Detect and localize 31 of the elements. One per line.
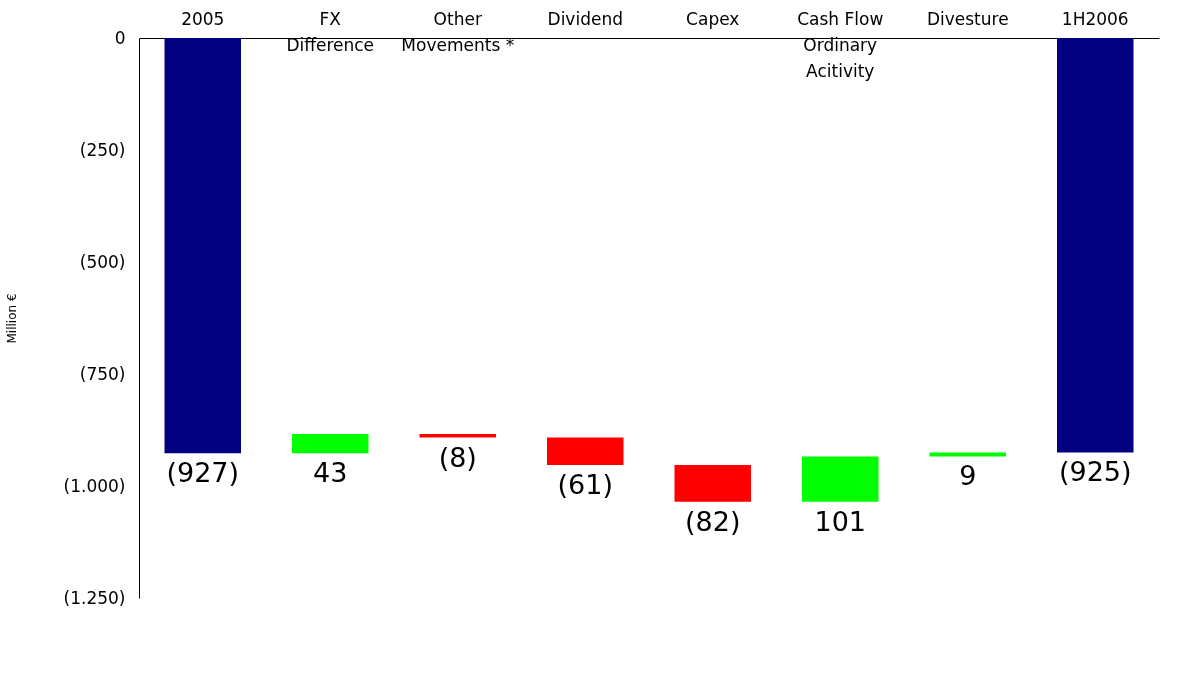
y-axis-title: Million € — [4, 293, 19, 344]
data-label: (927) — [166, 457, 240, 489]
bar — [674, 464, 751, 502]
bar — [419, 434, 496, 438]
bar — [164, 38, 241, 454]
x-tick-label: Capex — [686, 8, 740, 29]
y-tick-label: (250) — [79, 139, 126, 160]
x-tick-label: 1H2006 — [1061, 8, 1129, 29]
data-label: (8) — [438, 441, 477, 473]
y-tick-label: (1.250) — [63, 587, 126, 608]
x-tick-label: Cash Flow Ordinary Acitivity — [797, 8, 884, 81]
x-tick-label: 2005 — [181, 8, 225, 29]
x-tick-label: FX Difference — [286, 8, 375, 55]
bar — [802, 456, 879, 502]
data-label: (61) — [557, 468, 613, 500]
y-tick-label: (750) — [79, 363, 126, 384]
data-label: (82) — [685, 505, 741, 537]
bar — [292, 434, 369, 454]
y-tick-label: (1.000) — [63, 475, 126, 496]
data-label: 101 — [814, 505, 867, 537]
y-tick-label: 0 — [114, 27, 126, 48]
data-label: (925) — [1058, 456, 1132, 488]
data-label: 9 — [959, 460, 977, 492]
bar — [929, 452, 1006, 457]
x-tick-label: Divesture — [926, 8, 1009, 29]
x-tick-label: Other Movements * — [401, 8, 515, 55]
y-tick-label: (500) — [79, 251, 126, 272]
data-label: 43 — [313, 457, 348, 489]
bar — [1057, 38, 1134, 453]
bar — [547, 437, 624, 465]
x-tick-label: Dividend — [547, 8, 623, 29]
